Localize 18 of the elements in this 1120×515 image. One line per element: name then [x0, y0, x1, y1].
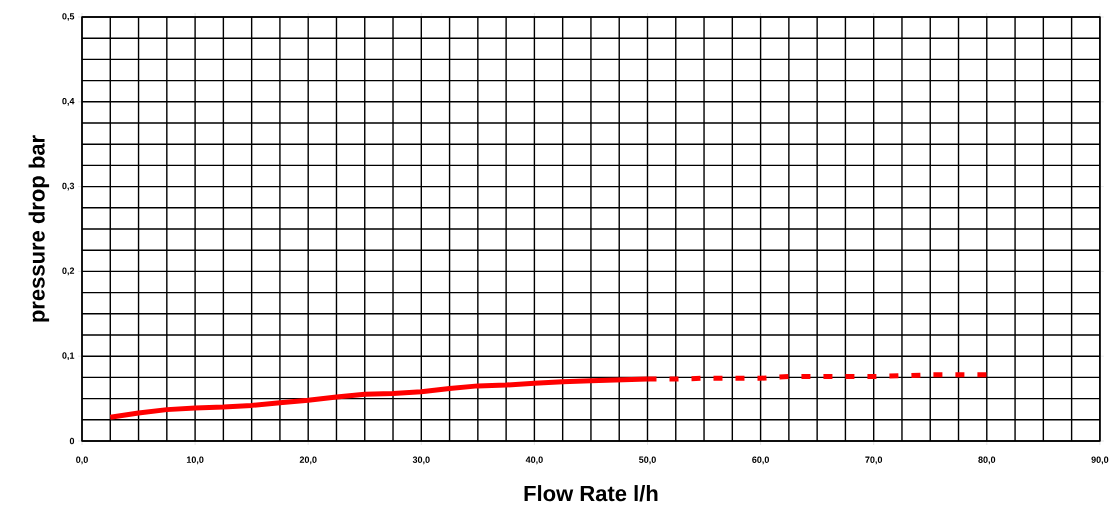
x-tick-label: 70,0 — [865, 456, 883, 465]
y-tick-label: 0,2 — [62, 267, 75, 276]
x-tick-label: 30,0 — [412, 456, 430, 465]
y-tick-label: 0,1 — [62, 352, 75, 361]
x-tick-label: 20,0 — [299, 456, 317, 465]
x-tick-label: 80,0 — [978, 456, 996, 465]
x-tick-label: 40,0 — [525, 456, 543, 465]
y-tick-label: 0,4 — [62, 97, 75, 106]
x-tick-label: 0,0 — [76, 456, 88, 465]
x-tick-label: 60,0 — [752, 456, 769, 465]
y-axis-title: pressure drop bar — [28, 135, 50, 322]
y-tick-label: 0,5 — [62, 13, 75, 21]
x-axis-title: Flow Rate l/h — [524, 485, 658, 502]
y-tick-label: 0 — [69, 437, 75, 445]
y-tick-label: 0,3 — [62, 182, 75, 191]
x-tick-label: 50,0 — [639, 456, 656, 465]
x-tick-label: 10,0 — [186, 456, 204, 465]
x-tick-label: 90,0 — [1091, 456, 1109, 465]
